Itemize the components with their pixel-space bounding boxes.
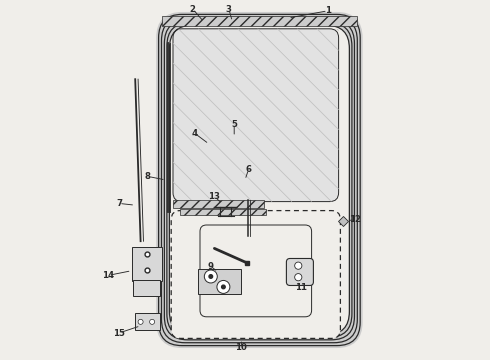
Text: 9: 9 — [208, 262, 214, 271]
Text: 6: 6 — [245, 165, 251, 174]
FancyBboxPatch shape — [171, 211, 341, 338]
Polygon shape — [173, 200, 264, 208]
FancyBboxPatch shape — [133, 280, 160, 296]
Text: 8: 8 — [145, 172, 151, 181]
Circle shape — [221, 285, 225, 289]
Text: 15: 15 — [113, 328, 125, 338]
Circle shape — [294, 274, 302, 281]
FancyBboxPatch shape — [135, 313, 160, 330]
Text: 10: 10 — [236, 343, 247, 352]
FancyBboxPatch shape — [198, 269, 242, 294]
FancyBboxPatch shape — [200, 225, 312, 317]
Polygon shape — [162, 16, 357, 26]
Circle shape — [149, 319, 155, 324]
Text: 11: 11 — [295, 284, 307, 292]
Circle shape — [204, 270, 217, 283]
Circle shape — [138, 319, 143, 324]
Text: 14: 14 — [102, 271, 114, 280]
Text: 5: 5 — [231, 120, 237, 129]
Polygon shape — [180, 209, 266, 215]
FancyBboxPatch shape — [173, 29, 339, 202]
Text: 1: 1 — [325, 6, 331, 15]
Text: 4: 4 — [192, 129, 197, 138]
Text: 2: 2 — [190, 4, 196, 13]
Circle shape — [294, 262, 302, 269]
FancyBboxPatch shape — [286, 258, 314, 285]
Circle shape — [209, 275, 213, 278]
Text: 12: 12 — [349, 215, 361, 224]
Text: 3: 3 — [226, 4, 232, 13]
FancyBboxPatch shape — [132, 247, 162, 281]
Text: 13: 13 — [208, 192, 220, 201]
Circle shape — [217, 280, 230, 293]
Text: 7: 7 — [116, 199, 122, 208]
